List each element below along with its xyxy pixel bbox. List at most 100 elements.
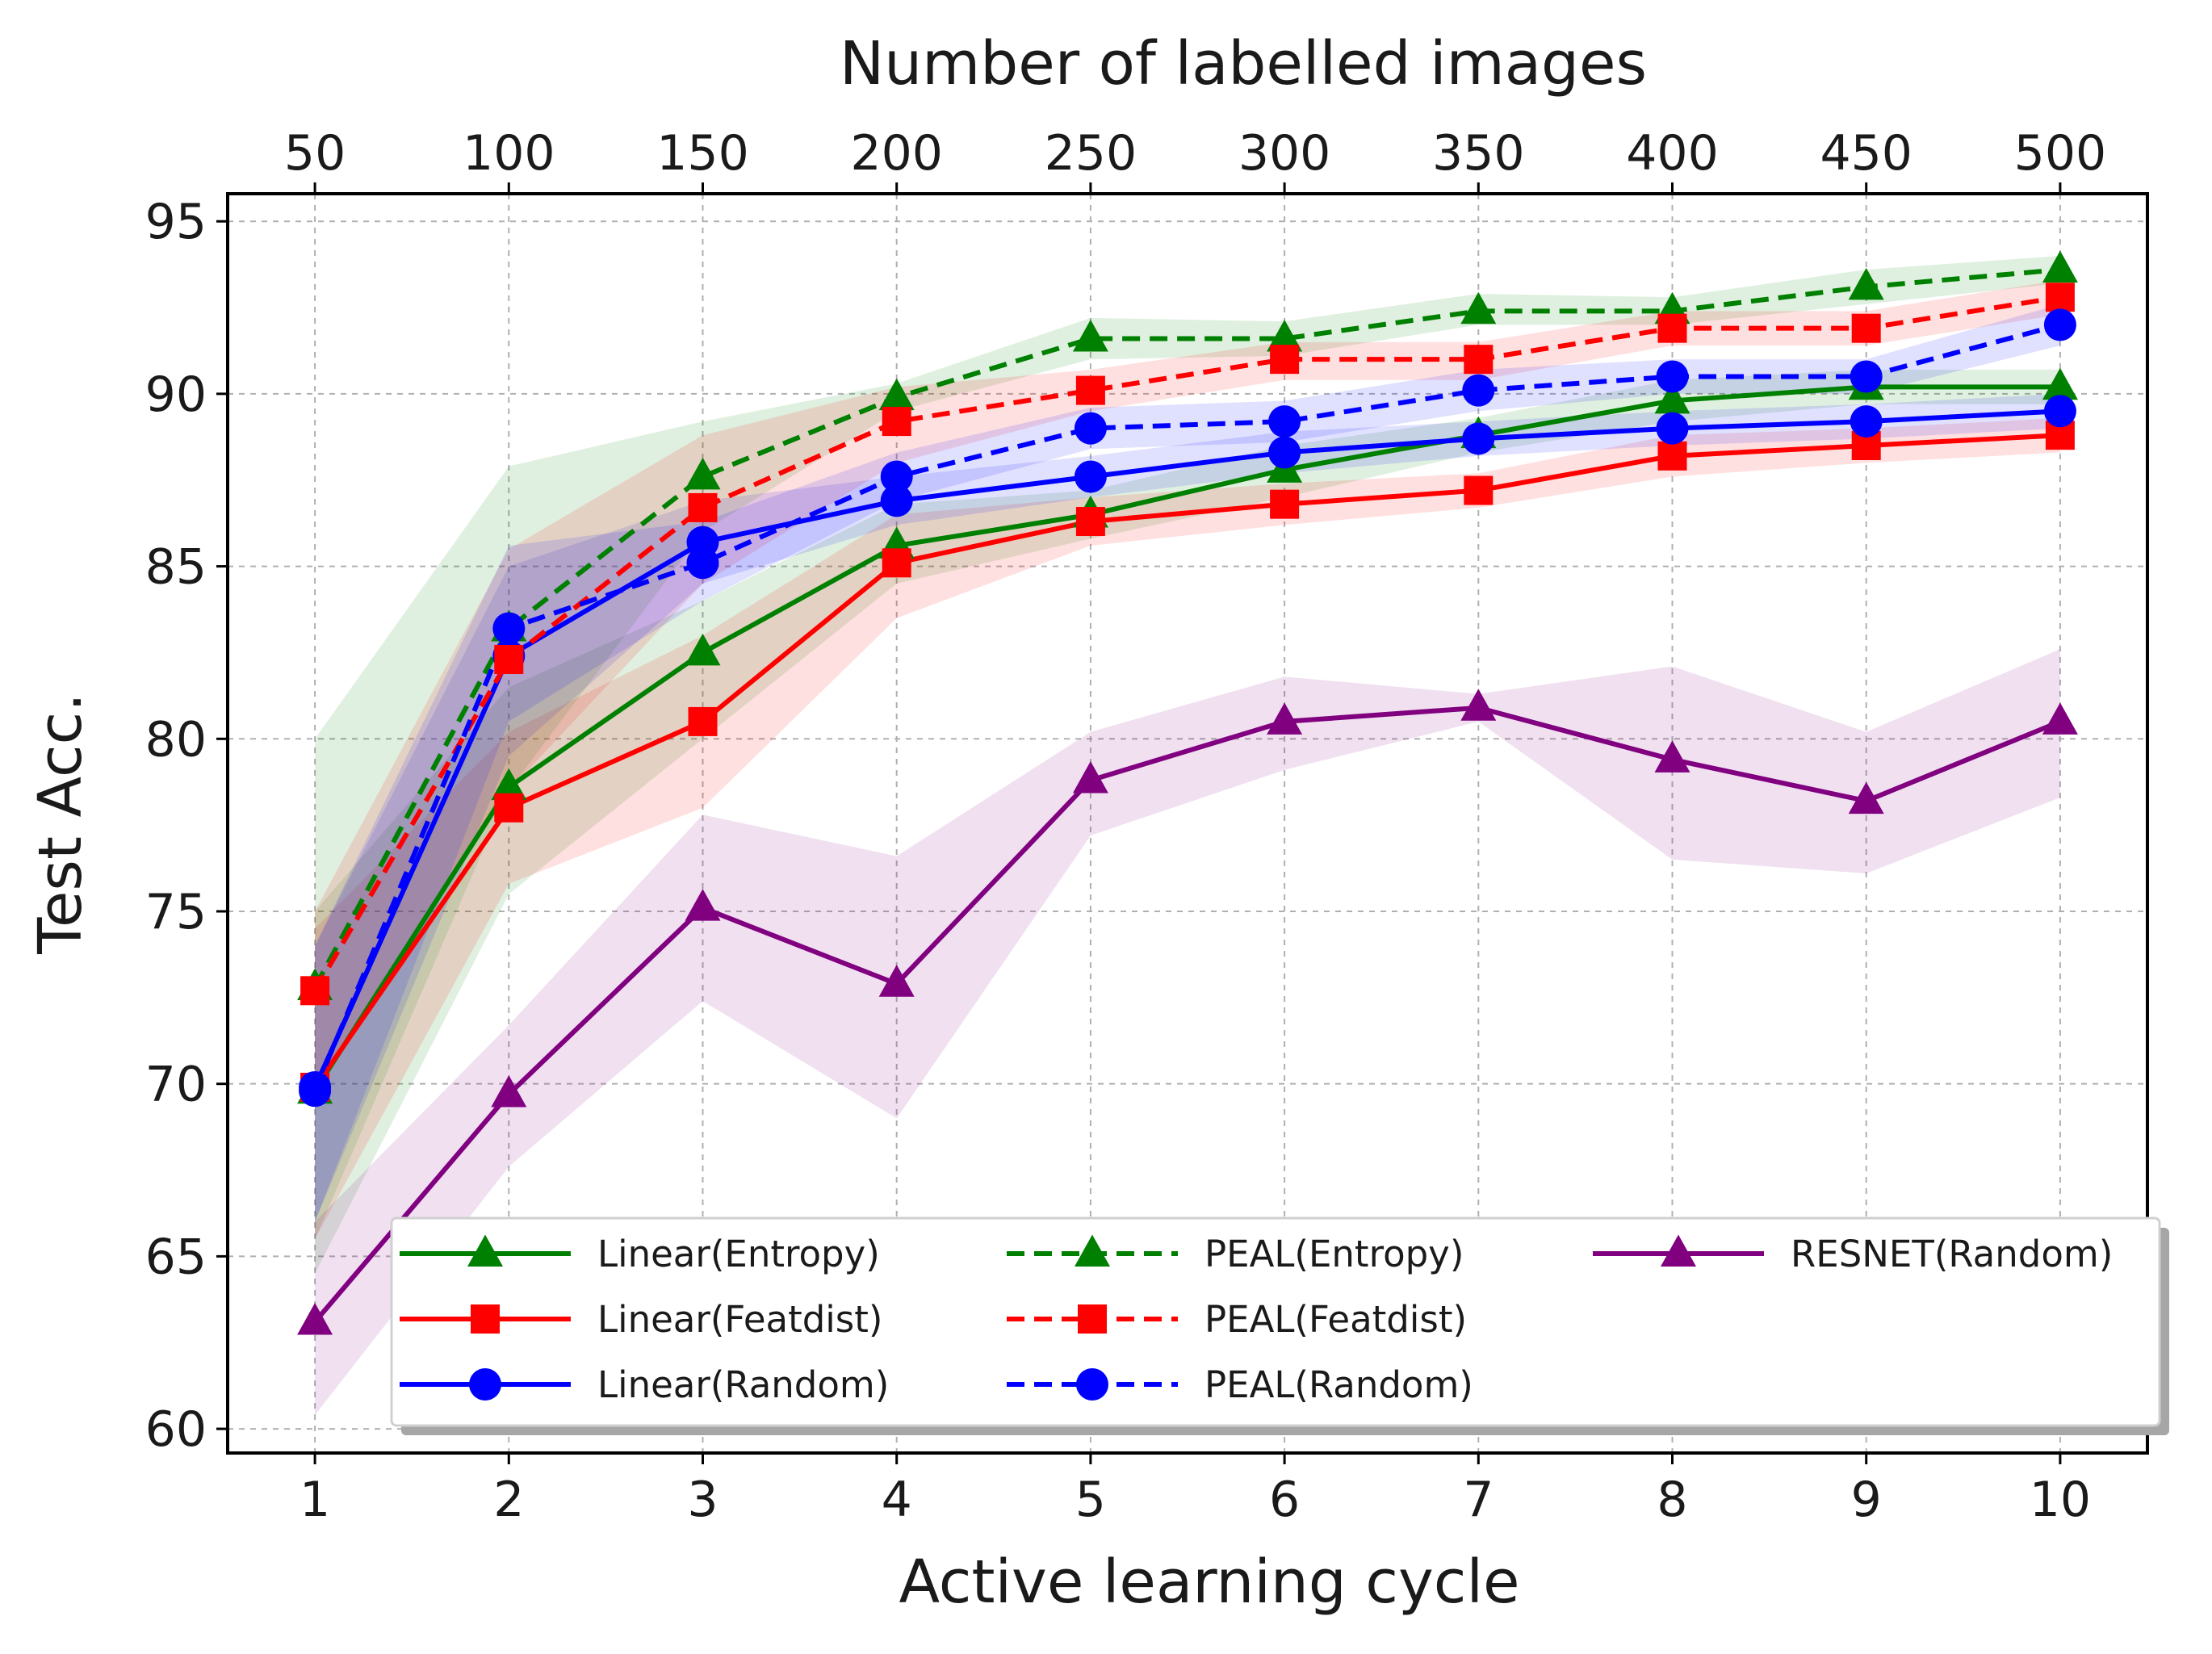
linear-featdist-point xyxy=(1270,489,1300,519)
legend-marker-peal-random xyxy=(1076,1368,1108,1401)
linear-featdist-point xyxy=(1464,475,1494,505)
top-tick-label: 500 xyxy=(2014,125,2107,182)
legend-label-linear-featdist: Linear(Featdist) xyxy=(597,1298,882,1341)
linear-random-line xyxy=(312,408,2061,1089)
legend-marker-peal-featdist xyxy=(1078,1304,1107,1334)
y-tick-label: 70 xyxy=(145,1057,207,1113)
peal-entropy-point xyxy=(685,457,721,490)
top-tick-label: 150 xyxy=(656,125,749,182)
peal-entropy-point xyxy=(2042,250,2078,283)
peal-random-point xyxy=(1656,360,1689,393)
legend-box xyxy=(390,1216,2161,1427)
peal-random-point xyxy=(1074,412,1107,445)
legend: Linear(Entropy) Linear(Featdist) Linear(Ra… xyxy=(390,1216,2169,1435)
y-tick-label: 95 xyxy=(145,194,207,250)
resnet-random-point xyxy=(491,1074,527,1108)
x-tick-label: 6 xyxy=(1269,1472,1300,1528)
legend-marker-peal-entropy xyxy=(1075,1234,1110,1267)
top-tick-label: 100 xyxy=(463,125,555,182)
peal-featdist-point xyxy=(300,976,330,1006)
peal-random-point xyxy=(1462,374,1495,407)
linear-entropy-point xyxy=(491,768,527,801)
peal-random-point xyxy=(686,546,719,580)
linear-random-point xyxy=(1074,460,1107,493)
resnet-random-line xyxy=(312,705,2062,1324)
peal-featdist-point xyxy=(1075,375,1105,405)
legend-marker-linear-random xyxy=(469,1368,501,1401)
resnet-random-point xyxy=(297,1303,333,1335)
resnet-random-point xyxy=(878,965,915,997)
legend-label-resnet-random: RESNET(Random) xyxy=(1791,1233,2113,1275)
linear-random-point xyxy=(1850,405,1883,438)
top-tick-label: 400 xyxy=(1626,125,1719,182)
legend-marker-linear-entropy xyxy=(467,1234,503,1267)
y-tick-label: 60 xyxy=(145,1401,207,1458)
peal-featdist-point xyxy=(1464,345,1494,375)
linear-random-point xyxy=(880,484,913,517)
legend-label-peal-featdist: PEAL(Featdist) xyxy=(1204,1298,1467,1341)
peal-entropy-point xyxy=(1460,291,1497,325)
x-tick-label: 5 xyxy=(1075,1472,1106,1528)
peal-featdist-point xyxy=(882,407,911,437)
x-tick-label: 9 xyxy=(1851,1472,1882,1528)
series-markers xyxy=(297,250,2078,1335)
resnet-random-point xyxy=(1654,740,1690,773)
peal-featdist-point xyxy=(688,492,718,522)
linear-random-point xyxy=(1268,436,1301,469)
linear-featdist-line xyxy=(312,433,2061,1089)
linear-entropy-point xyxy=(2042,367,2078,400)
top-tick-label: 450 xyxy=(1820,125,1912,182)
linear-featdist-point xyxy=(882,548,911,578)
legend-label-peal-entropy: PEAL(Entropy) xyxy=(1204,1233,1464,1275)
linear-entropy-band xyxy=(315,369,2060,1274)
x-tick-label: 8 xyxy=(1657,1472,1687,1528)
peal-featdist-point xyxy=(1270,345,1300,375)
resnet-random-point xyxy=(1072,761,1108,794)
peal-featdist-point xyxy=(494,644,524,674)
x-tick-label: 7 xyxy=(1463,1472,1494,1528)
peal-random-point xyxy=(1850,360,1883,393)
y-tick-label: 85 xyxy=(145,539,207,596)
peal-random-point xyxy=(492,612,526,645)
peal-random-point xyxy=(2043,308,2076,341)
legend-label-linear-random: Linear(Random) xyxy=(597,1363,889,1406)
x-tick-label: 4 xyxy=(882,1472,912,1528)
peal-featdist-point xyxy=(1657,313,1687,343)
peal-entropy-line xyxy=(312,267,2061,989)
peal-featdist-band xyxy=(315,279,2060,1084)
top-tick-label: 350 xyxy=(1432,125,1525,182)
top-tick-label: 300 xyxy=(1238,125,1331,182)
linear-featdist-point xyxy=(688,706,718,736)
plot-frame xyxy=(226,192,2149,1455)
peal-featdist-line xyxy=(312,295,2061,992)
linear-random-point xyxy=(1656,412,1689,445)
linear-random-point xyxy=(2043,395,2076,428)
resnet-random-point xyxy=(2042,702,2078,735)
legend-label-peal-random: PEAL(Random) xyxy=(1204,1363,1473,1406)
resnet-random-point xyxy=(685,889,721,921)
peal-entropy-point xyxy=(1848,267,1884,300)
peal-featdist-point xyxy=(2045,283,2075,312)
x-tick-label: 1 xyxy=(300,1472,330,1528)
x-tick-label: 10 xyxy=(2030,1472,2091,1528)
peal-random-point xyxy=(880,460,913,493)
legend-entries: Linear(Entropy) Linear(Featdist) Linear(Ra… xyxy=(400,1233,2113,1406)
x-tick-label: 2 xyxy=(493,1472,524,1528)
linear-entropy-point xyxy=(685,633,721,666)
x-axis-title: Active learning cycle xyxy=(899,1547,1519,1617)
linear-entropy-point xyxy=(1654,381,1690,414)
linear-random-point xyxy=(1462,422,1495,455)
y-axis-title: Test Acc. xyxy=(26,693,95,954)
resnet-random-band xyxy=(315,649,2060,1415)
linear-featdist-point xyxy=(1075,507,1105,537)
linear-featdist-point xyxy=(1657,441,1687,471)
y-tick-label: 75 xyxy=(145,884,207,940)
y-tick-label: 90 xyxy=(145,366,207,423)
top-axis-title: Number of labelled images xyxy=(840,29,1647,98)
linear-featdist-point xyxy=(494,793,524,823)
peal-featdist-point xyxy=(1851,313,1881,343)
resnet-random-point xyxy=(1460,689,1497,721)
series-lines xyxy=(312,267,2062,1324)
